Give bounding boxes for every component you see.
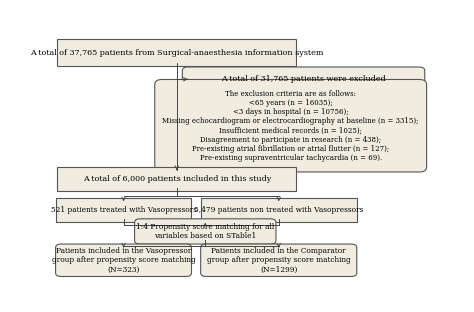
Text: 1:4 Propensity score matching for all
variables based on STable1: 1:4 Propensity score matching for all va…: [136, 223, 274, 240]
FancyBboxPatch shape: [201, 244, 357, 276]
FancyBboxPatch shape: [155, 80, 427, 172]
Text: 521 patients treated with Vasopressors: 521 patients treated with Vasopressors: [51, 206, 197, 214]
Text: 5,479 patients non treated with Vasopressors: 5,479 patients non treated with Vasopres…: [194, 206, 364, 214]
FancyBboxPatch shape: [57, 167, 296, 191]
FancyBboxPatch shape: [182, 67, 425, 91]
FancyBboxPatch shape: [55, 244, 191, 276]
FancyBboxPatch shape: [55, 198, 191, 222]
FancyBboxPatch shape: [201, 198, 357, 222]
Text: Patients included in the Vasopressor
group after propensity score matching
(N=32: Patients included in the Vasopressor gro…: [52, 247, 195, 273]
Text: Patients included in the Comparator
group after propensity score matching
(N=129: Patients included in the Comparator grou…: [207, 247, 351, 273]
Text: A total of 37,765 patients from Surgical-anaesthesia information system: A total of 37,765 patients from Surgical…: [30, 49, 324, 57]
Text: A total of 31,765 patients were excluded: A total of 31,765 patients were excluded: [221, 75, 386, 83]
Text: The exclusion criteria are as follows:
<65 years (n = 16035);
<3 days in hospita: The exclusion criteria are as follows: <…: [163, 90, 419, 162]
FancyBboxPatch shape: [57, 39, 296, 66]
Text: A total of 6,000 patients included in this study: A total of 6,000 patients included in th…: [82, 175, 271, 183]
FancyBboxPatch shape: [135, 219, 276, 244]
